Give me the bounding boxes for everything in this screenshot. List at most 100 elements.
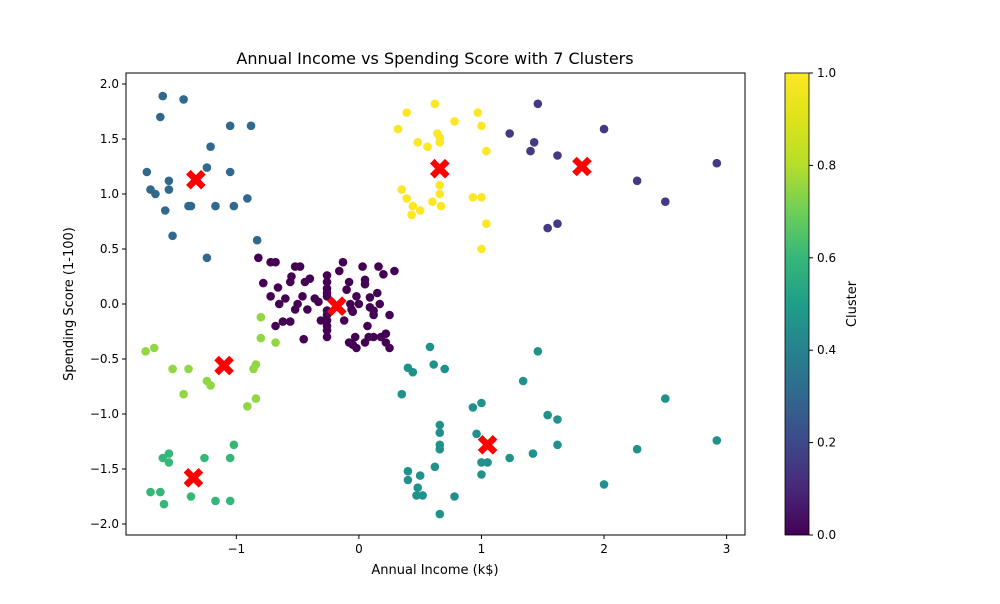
data-point-cluster-3 <box>435 428 445 438</box>
data-point-cluster-2 <box>151 189 160 199</box>
centroid-marker-cluster-1 <box>572 156 592 177</box>
data-point-cluster-6 <box>477 193 486 202</box>
data-point-cluster-1 <box>632 176 642 186</box>
colorbar-tick-label: 0.2 <box>817 436 836 450</box>
data-point-cluster-0 <box>322 326 332 335</box>
data-point-cluster-4 <box>211 496 220 506</box>
y-axis-label: Spending Score (1-100) <box>62 227 77 381</box>
data-point-cluster-6 <box>450 117 459 126</box>
data-point-cluster-3 <box>599 480 609 489</box>
data-point-cluster-3 <box>472 429 481 439</box>
data-point-cluster-6 <box>408 201 418 211</box>
data-point-cluster-0 <box>271 257 280 267</box>
data-point-cluster-0 <box>258 278 268 288</box>
data-point-cluster-6 <box>436 201 446 211</box>
data-point-cluster-3 <box>553 415 562 424</box>
data-point-cluster-5 <box>206 381 215 390</box>
data-point-cluster-3 <box>505 453 514 463</box>
data-point-cluster-6 <box>402 194 411 203</box>
data-point-cluster-0 <box>344 277 354 287</box>
data-point-cluster-6 <box>415 206 425 215</box>
data-point-cluster-6 <box>413 138 423 147</box>
data-point-cluster-2 <box>160 206 170 215</box>
centroid-marker-cluster-0 <box>327 296 347 316</box>
data-point-cluster-3 <box>533 347 543 356</box>
data-point-cluster-0 <box>363 321 372 331</box>
data-point-cluster-0 <box>322 332 332 342</box>
data-point-cluster-0 <box>360 338 370 347</box>
data-point-cluster-0 <box>322 271 332 280</box>
data-point-cluster-4 <box>225 496 235 506</box>
chart-title: Annual Income vs Spending Score with 7 C… <box>236 49 633 68</box>
data-point-cluster-0 <box>348 307 358 317</box>
data-point-cluster-6 <box>402 108 411 117</box>
y-tick-label: −1.5 <box>90 462 119 476</box>
data-point-cluster-2 <box>211 201 220 211</box>
data-point-cluster-0 <box>322 277 332 287</box>
data-point-cluster-3 <box>408 367 418 377</box>
data-point-cluster-1 <box>533 99 543 109</box>
data-point-cluster-1 <box>529 138 539 147</box>
data-point-cluster-1 <box>553 151 562 160</box>
y-tick-label: −1.0 <box>90 407 119 421</box>
data-point-cluster-3 <box>430 462 440 472</box>
data-point-cluster-0 <box>287 272 296 281</box>
data-point-cluster-3 <box>632 444 642 454</box>
points-layer <box>141 91 722 519</box>
data-point-cluster-2 <box>164 176 174 186</box>
data-point-cluster-4 <box>225 453 235 463</box>
data-point-cluster-6 <box>477 121 486 131</box>
data-point-cluster-2 <box>202 253 212 263</box>
data-point-cluster-4 <box>164 449 174 458</box>
data-point-cluster-0 <box>339 316 349 325</box>
data-point-cluster-5 <box>256 312 266 322</box>
data-point-cluster-5 <box>168 364 177 374</box>
data-point-cluster-5 <box>179 389 188 399</box>
data-point-cluster-3 <box>429 360 438 369</box>
data-point-cluster-6 <box>468 193 478 202</box>
data-point-cluster-0 <box>303 305 312 314</box>
centroids-layer <box>183 156 592 488</box>
data-point-cluster-2 <box>252 235 262 245</box>
data-point-cluster-0 <box>299 334 309 344</box>
y-tick-label: 1.5 <box>100 132 119 146</box>
data-point-cluster-0 <box>254 253 263 263</box>
data-point-cluster-0 <box>352 343 361 353</box>
x-tick-label: 3 <box>723 542 731 556</box>
data-point-cluster-0 <box>290 305 300 314</box>
data-point-cluster-2 <box>202 163 212 172</box>
x-axis: −1 0 1 2 3 <box>227 535 730 556</box>
data-point-cluster-0 <box>390 266 399 276</box>
data-point-cluster-6 <box>435 138 445 147</box>
colorbar-gradient <box>784 72 810 536</box>
data-point-cluster-5 <box>251 394 261 403</box>
data-point-cluster-6 <box>428 197 437 206</box>
data-point-cluster-6 <box>435 180 445 190</box>
data-point-cluster-0 <box>322 292 332 301</box>
data-point-cluster-0 <box>352 292 361 301</box>
y-axis: −2.0 −1.5 −1.0 −0.5 0.0 0.5 1.0 1.5 2.0 <box>90 77 126 531</box>
data-point-cluster-0 <box>385 310 394 320</box>
data-point-cluster-5 <box>141 347 150 356</box>
centroid-marker-cluster-6 <box>429 158 450 179</box>
data-point-cluster-5 <box>184 364 193 374</box>
colorbar-tick-label: 0.0 <box>817 528 836 542</box>
data-point-cluster-5 <box>243 402 252 411</box>
x-tick-label: 2 <box>600 542 608 556</box>
data-point-cluster-2 <box>206 142 215 151</box>
data-point-cluster-0 <box>274 299 284 309</box>
data-point-cluster-1 <box>661 197 670 206</box>
data-point-cluster-2 <box>164 185 174 194</box>
data-point-cluster-0 <box>298 292 307 301</box>
data-point-cluster-0 <box>360 279 370 289</box>
data-point-cluster-2 <box>246 121 256 131</box>
y-tick-label: −0.5 <box>90 352 119 366</box>
data-point-cluster-0 <box>278 317 288 326</box>
x-tick-label: 0 <box>355 542 363 556</box>
centroid-marker-cluster-3 <box>477 435 498 455</box>
colorbar-tick-label: 0.8 <box>817 158 836 172</box>
data-point-cluster-0 <box>358 262 367 271</box>
data-point-cluster-3 <box>712 436 722 445</box>
data-point-cluster-0 <box>342 285 351 295</box>
